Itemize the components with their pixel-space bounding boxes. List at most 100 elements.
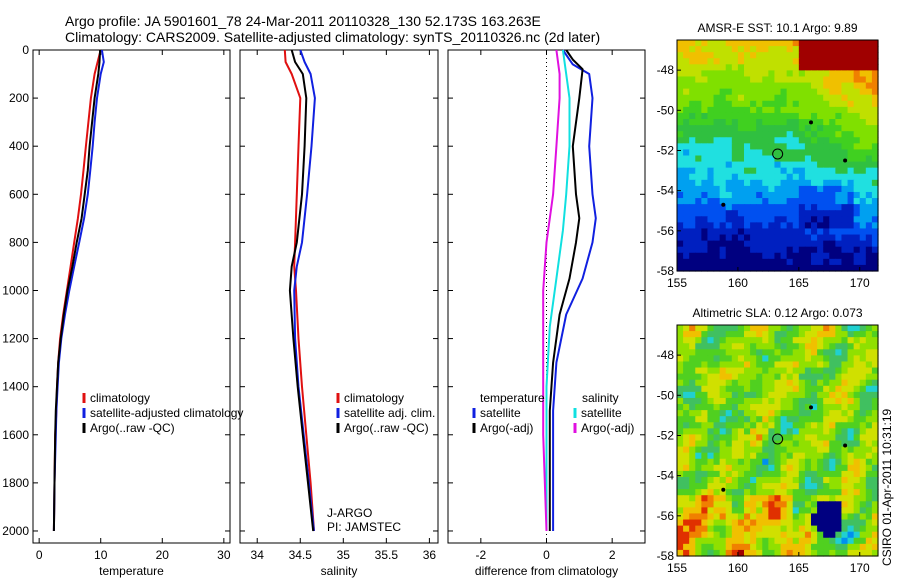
sst_map-cell bbox=[744, 258, 751, 266]
sla_map-cell bbox=[683, 349, 690, 356]
sla_map-cell bbox=[811, 476, 818, 484]
sla_map-cell bbox=[823, 355, 830, 363]
sst_map-cell bbox=[762, 258, 769, 266]
sst_map-cell bbox=[707, 210, 715, 217]
sla_map-cell bbox=[725, 349, 733, 356]
sla_map-cell bbox=[853, 367, 861, 375]
sst_map-cell bbox=[780, 264, 788, 272]
sst_map-cell bbox=[871, 246, 879, 254]
temperature-xtick-label: 0 bbox=[36, 548, 43, 562]
sst_map-cell bbox=[719, 106, 727, 114]
sst_map-cell bbox=[859, 191, 867, 199]
sla_map-cell bbox=[865, 422, 873, 429]
sst_map-cell bbox=[847, 155, 855, 163]
sst_map-cell bbox=[871, 131, 879, 138]
sst_map-cell bbox=[841, 106, 849, 114]
sst_map-cell bbox=[774, 228, 782, 236]
sla_map-cell bbox=[798, 519, 806, 527]
sla_map-cell bbox=[750, 367, 757, 375]
sst_map-cell bbox=[756, 82, 763, 90]
sst_map-cell bbox=[823, 106, 830, 114]
sla_map-cell bbox=[731, 458, 739, 466]
sst_map-cell bbox=[823, 143, 830, 151]
sla_map-cell bbox=[744, 385, 751, 393]
sst_map-cell bbox=[780, 191, 788, 199]
sla_map-cell bbox=[841, 331, 849, 338]
sla_map-cell bbox=[780, 367, 788, 375]
sst_map-cell bbox=[853, 112, 861, 120]
sst_map-cell bbox=[677, 58, 684, 65]
sst_map-cell bbox=[725, 131, 733, 138]
sst_map-cell bbox=[744, 252, 751, 260]
sst_map-cell bbox=[798, 185, 806, 193]
sla_map-cell bbox=[768, 367, 776, 375]
sla_map-cell bbox=[859, 434, 867, 442]
sst_map-cell bbox=[859, 234, 867, 242]
sst_map-cell bbox=[744, 143, 751, 151]
sla_map-cell bbox=[695, 549, 702, 557]
sst_map-cell bbox=[762, 112, 769, 120]
sst_map-cell bbox=[762, 100, 769, 108]
sla_map-cell bbox=[683, 404, 690, 411]
sla_map-cell bbox=[817, 458, 824, 466]
sla_map-cell bbox=[847, 385, 855, 393]
sst_map-cell bbox=[774, 100, 782, 108]
sla_map-cell bbox=[762, 519, 769, 527]
sla_map-cell bbox=[847, 355, 855, 363]
sst_map-cell bbox=[774, 167, 782, 175]
sst_map-cell bbox=[707, 64, 715, 71]
sla_map-cell bbox=[841, 422, 849, 429]
sst_map-cell bbox=[756, 143, 763, 151]
sst_map-cell bbox=[768, 70, 776, 78]
sla_map-cell bbox=[737, 531, 745, 539]
sla_map-cell bbox=[835, 428, 843, 436]
sla_map-cell bbox=[853, 440, 861, 448]
sla_map-cell bbox=[689, 404, 696, 411]
sst_map-cell bbox=[871, 216, 879, 223]
sst_map-cell bbox=[823, 155, 830, 163]
sst_map-cell bbox=[744, 222, 751, 230]
sst_map-cell bbox=[798, 125, 806, 132]
sst_map-cell bbox=[847, 216, 855, 223]
sst_map-cell bbox=[737, 191, 745, 199]
sla_map-cell bbox=[798, 458, 806, 466]
sst_map-cell bbox=[737, 131, 745, 138]
sla_map-cell bbox=[792, 525, 800, 533]
sst_map-cell bbox=[677, 155, 684, 163]
sst_map-cell bbox=[865, 246, 873, 254]
difference-xtick-label: 0 bbox=[543, 548, 550, 562]
sla_map-cell bbox=[695, 422, 702, 429]
sst_map-cell bbox=[835, 40, 843, 47]
sla_map-cell bbox=[677, 325, 684, 332]
sst_map-cell bbox=[744, 119, 751, 126]
sst_map-cell bbox=[823, 100, 830, 108]
sst_map-cell bbox=[853, 191, 861, 199]
sst_map-cell bbox=[859, 264, 867, 272]
sst_map-cell bbox=[731, 173, 739, 181]
sst_map-cell bbox=[859, 70, 867, 78]
sla_map-cell bbox=[804, 434, 812, 442]
sst_map-cell bbox=[731, 210, 739, 217]
sst_map-cell bbox=[774, 76, 782, 84]
sst_map-cell bbox=[786, 155, 794, 163]
sla_map-cell bbox=[677, 519, 684, 527]
sla_map-cell bbox=[859, 416, 867, 423]
sla_map-cell bbox=[762, 464, 769, 472]
sst_map-cell bbox=[762, 131, 769, 138]
sst_map-cell bbox=[774, 143, 782, 151]
sst_map-cell bbox=[871, 64, 879, 71]
sst_map-cell bbox=[780, 210, 788, 217]
sst_map-cell bbox=[835, 52, 843, 59]
sst_map-cell bbox=[744, 76, 751, 84]
sla_map-cell bbox=[677, 337, 684, 344]
sla_map-cell bbox=[859, 325, 867, 332]
sla_map-cell bbox=[707, 483, 715, 490]
sla_map-cell bbox=[731, 513, 739, 521]
sla_map-cell bbox=[853, 422, 861, 429]
sst_map-cell bbox=[731, 185, 739, 193]
sst_map-cell bbox=[689, 119, 696, 126]
sla_map-cell bbox=[871, 361, 879, 369]
sla_map-cell bbox=[871, 331, 879, 338]
sla_map-cell bbox=[823, 379, 830, 387]
sst_map-cell bbox=[719, 216, 727, 223]
